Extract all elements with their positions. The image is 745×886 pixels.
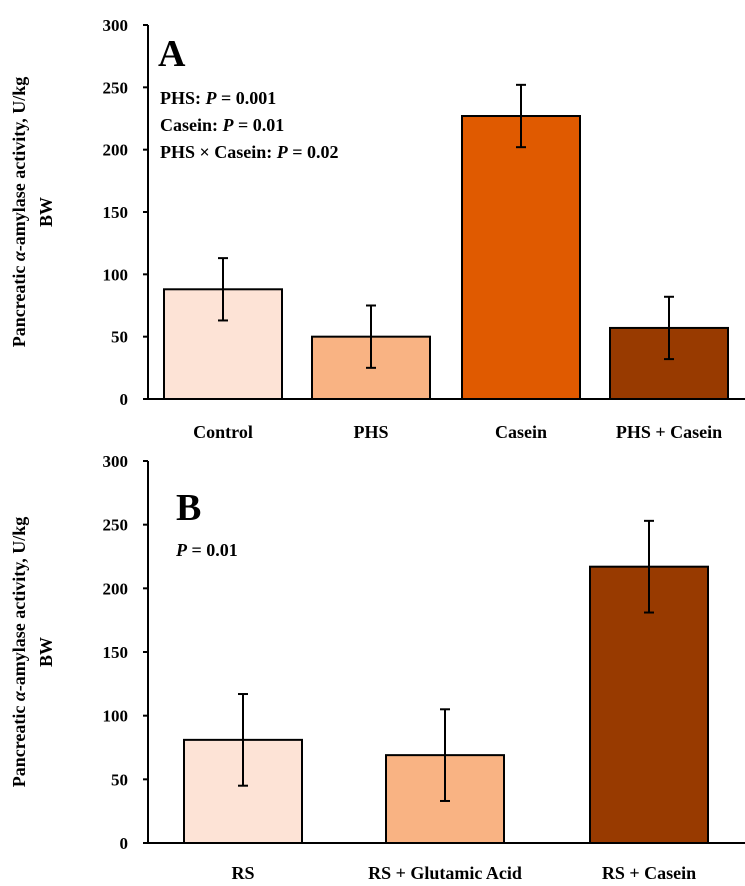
y-tick-label: 0 xyxy=(120,390,129,409)
stat-annotation: PHS: P = 0.001 xyxy=(160,88,276,108)
y-tick-label: 100 xyxy=(103,707,129,726)
stat-annotation: P = 0.01 xyxy=(175,540,238,560)
y-tick-label: 200 xyxy=(103,141,129,160)
panel-label: B xyxy=(176,487,201,529)
bar-casein xyxy=(461,115,581,401)
x-tick-label: RS + Glutamic Acid xyxy=(368,863,522,883)
y-axis-label: Pancreatic α-amylase activity, U/kg BW xyxy=(9,517,56,788)
error-bar xyxy=(664,295,674,361)
y-tick-label: 200 xyxy=(103,579,129,598)
y-tick-label: 300 xyxy=(103,16,129,35)
chart-panel-a: 0 50 100 150 200 250 300 Control PHS Casein PHS + … xyxy=(9,16,745,442)
y-axis-label: Pancreatic α-amylase activity, U/kg BW xyxy=(9,77,56,348)
stat-annotation: PHS × Casein: P = 0.02 xyxy=(160,142,339,162)
error-bar xyxy=(516,83,526,149)
stat-annotation: Casein: P = 0.01 xyxy=(160,115,284,135)
x-tick-label: PHS xyxy=(353,422,388,442)
y-tick-label: 50 xyxy=(111,328,128,347)
error-bar xyxy=(440,708,450,802)
error-bar xyxy=(366,304,376,369)
error-bar xyxy=(218,257,228,322)
svg-text:BW: BW xyxy=(36,197,56,227)
y-tick-label: 150 xyxy=(103,203,129,222)
y-tick-label: 250 xyxy=(103,516,129,535)
y-tick-label: 250 xyxy=(103,78,129,97)
panel-label: A xyxy=(158,33,186,75)
svg-text:BW: BW xyxy=(36,637,56,667)
error-bar xyxy=(644,519,654,614)
y-tick-label: 0 xyxy=(120,834,129,853)
y-tick-label: 150 xyxy=(103,643,129,662)
svg-text:Pancreatic α-amylase activity,: Pancreatic α-amylase activity, U/kg xyxy=(9,517,29,788)
svg-text:Pancreatic α-amylase activity,: Pancreatic α-amylase activity, U/kg xyxy=(9,77,29,348)
x-tick-label: RS xyxy=(231,863,254,883)
x-tick-label: Casein xyxy=(495,422,547,442)
y-tick-label: 100 xyxy=(103,265,129,284)
x-tick-label: Control xyxy=(193,422,253,442)
y-tick-label: 50 xyxy=(111,770,128,789)
chart-panel-b: 0 50 100 150 200 250 300 RS RS + Glutamic Acid RS… xyxy=(9,452,745,883)
error-bar xyxy=(238,693,248,787)
x-tick-label: PHS + Casein xyxy=(616,422,722,442)
y-tick-label: 300 xyxy=(103,452,129,471)
x-tick-label: RS + Casein xyxy=(602,863,696,883)
